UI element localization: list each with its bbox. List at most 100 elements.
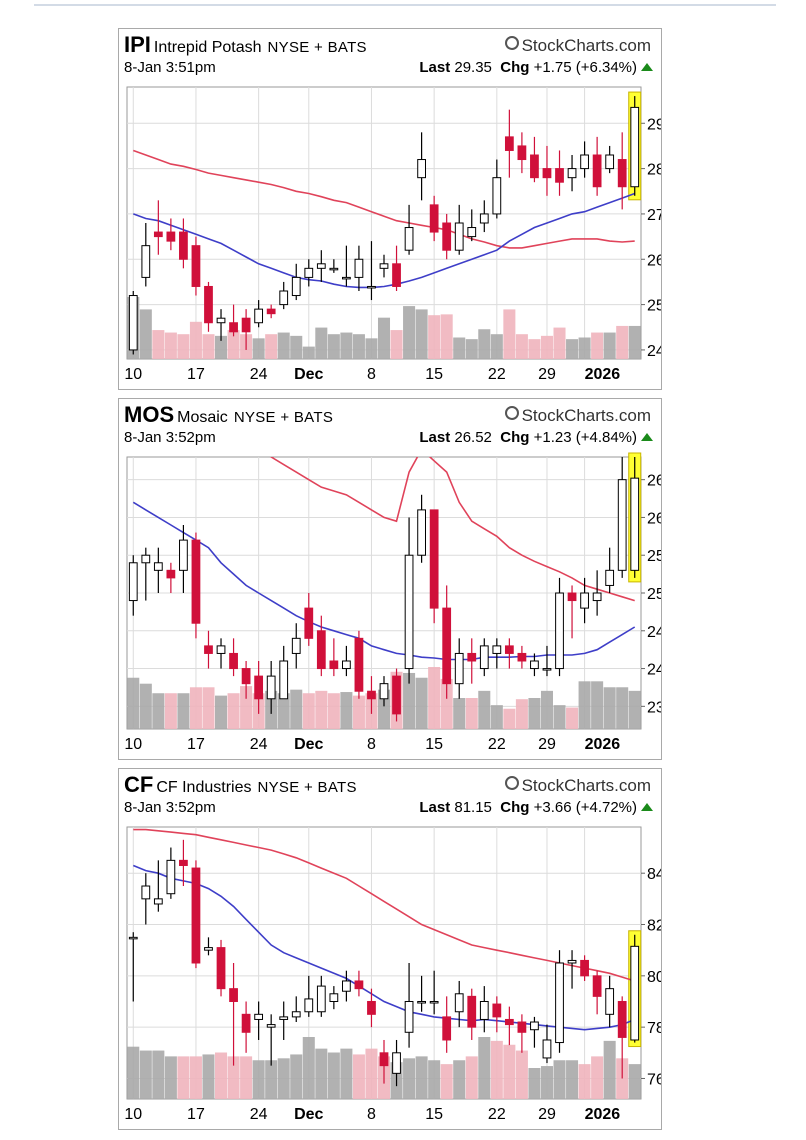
y-tick-label: 28: [647, 162, 661, 179]
exchange-label: NYSE + BATS: [233, 409, 334, 426]
candle-body: [379, 683, 389, 700]
volume-bar: [628, 690, 641, 729]
volume-bar: [227, 1056, 240, 1099]
volume-bar: [365, 338, 378, 359]
exchange-label: NYSE + BATS: [267, 39, 367, 56]
candle-body: [304, 607, 314, 639]
candle-body: [128, 295, 138, 351]
x-tick-label: 2026: [585, 366, 621, 383]
y-tick-label: 25.0: [647, 586, 661, 603]
candle-body: [530, 660, 539, 670]
x-tick-label: 29: [538, 736, 556, 753]
volume-bar: [365, 1048, 378, 1099]
quote-summary: Last 26.52 Chg +1.23 (+4.84%): [419, 429, 653, 446]
volume-bar: [566, 707, 579, 729]
volume-bar: [377, 317, 391, 359]
candle-body: [530, 1021, 539, 1031]
candle-body: [542, 168, 552, 179]
volume-bar: [591, 681, 604, 729]
x-tick-label: 22: [488, 736, 506, 753]
volume-bar: [164, 693, 177, 729]
candle-body: [555, 168, 564, 183]
volume-bar: [403, 672, 416, 729]
candle-body: [517, 1021, 527, 1033]
candle-body: [630, 945, 640, 1041]
x-tick-label: 10: [124, 736, 142, 753]
y-tick-label: 25.5: [647, 548, 661, 565]
chart-panel-ipi: IPI Intrepid Potash NYSE + BATS StockChart…: [118, 28, 662, 390]
candle-body: [367, 285, 376, 289]
y-tick-label: 24.0: [647, 662, 661, 679]
y-tick-label: 84: [647, 866, 661, 883]
volume-bar: [553, 705, 566, 729]
last-price: 81.15: [454, 799, 492, 816]
volume-bar: [164, 1056, 177, 1099]
candle-body: [492, 645, 502, 654]
candle-body: [617, 1000, 627, 1038]
company-name: Intrepid Potash: [153, 39, 262, 56]
candle-body: [216, 947, 226, 990]
candle-body: [429, 509, 439, 609]
volume-bar: [215, 695, 228, 729]
ma50-line: [133, 828, 635, 982]
up-arrow-icon: [641, 63, 653, 71]
candle-body: [141, 885, 151, 900]
volume-bar: [177, 693, 190, 729]
price-change: +1.75 (+6.34%): [533, 59, 637, 76]
candle-body: [291, 1011, 301, 1018]
quote-row: 8-Jan 3:51pm Last 29.35 Chg +1.75 (+6.34…: [124, 59, 653, 79]
y-tick-label: 29: [647, 116, 661, 133]
candle-body: [254, 1013, 264, 1020]
volume-bar: [302, 1037, 315, 1099]
x-tick-label: 22: [488, 366, 506, 383]
x-tick-label: 15: [425, 1106, 443, 1123]
volume-bar: [465, 1056, 478, 1099]
volume-bar: [603, 1040, 616, 1099]
candle-body: [404, 1000, 414, 1033]
volume-bar: [202, 334, 215, 359]
quote-summary: Last 29.35 Chg +1.75 (+6.34%): [419, 59, 653, 76]
x-tick-label: 10: [124, 1106, 142, 1123]
volume-bar: [503, 1044, 516, 1099]
candle-body: [555, 592, 564, 670]
candle-body: [479, 213, 489, 224]
watermark-text: StockCharts.com: [521, 406, 651, 425]
candle-body: [392, 263, 401, 287]
candle-body: [241, 317, 251, 333]
volume-bar: [340, 692, 353, 729]
ticker-symbol: MOS: [124, 402, 175, 427]
candle-body: [454, 993, 464, 1013]
volume-bar: [352, 334, 365, 359]
volume-bar: [428, 667, 441, 729]
volume-bar: [290, 689, 303, 729]
volume-bar: [189, 321, 202, 359]
volume-bar: [215, 335, 228, 359]
quote-summary: Last 81.15 Chg +3.66 (+4.72%): [419, 799, 653, 816]
candle-body: [454, 222, 464, 251]
y-tick-label: 25: [647, 298, 661, 315]
quote-datetime: 8-Jan 3:52pm: [124, 429, 216, 446]
volume-bar: [352, 695, 365, 729]
candle-body: [229, 322, 238, 333]
volume-bar: [616, 1058, 629, 1099]
y-tick-label: 24: [647, 343, 661, 360]
volume-bar: [566, 339, 579, 359]
price-chart: 23.5 24.0 24.5 25.0 25.5 26.0 26.5 10 17 24 Dec 8 15…: [124, 452, 661, 753]
up-arrow-icon: [641, 803, 653, 811]
volume-bar: [415, 1056, 428, 1099]
candle-body: [153, 898, 163, 905]
candle-body: [279, 660, 289, 700]
volume-bar: [227, 330, 240, 359]
candle-body: [266, 1024, 276, 1028]
candle-body: [216, 317, 226, 324]
x-tick-label: 24: [250, 366, 268, 383]
candle-body: [417, 509, 426, 556]
quote-datetime: 8-Jan 3:51pm: [124, 59, 216, 76]
volume-bar: [440, 314, 453, 359]
candle-body: [354, 637, 364, 692]
volume-bar: [327, 693, 340, 729]
watermark-text: StockCharts.com: [521, 776, 651, 795]
ma20-line: [132, 501, 636, 661]
candle-body: [367, 690, 376, 700]
candle-body: [592, 975, 602, 997]
